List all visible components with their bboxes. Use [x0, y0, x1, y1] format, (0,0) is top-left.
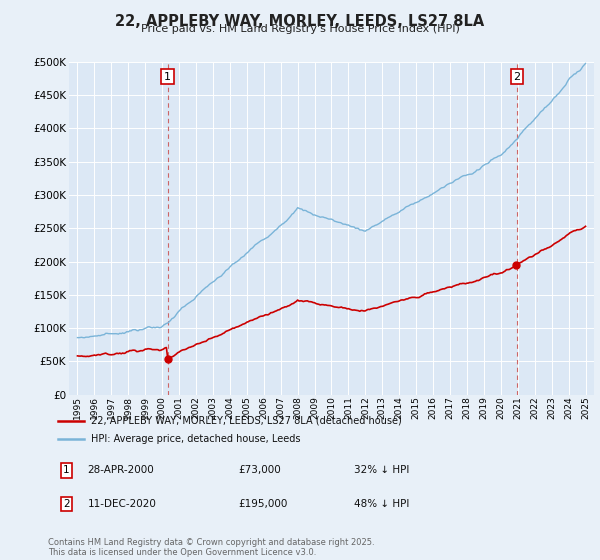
Text: HPI: Average price, detached house, Leeds: HPI: Average price, detached house, Leed… — [91, 434, 301, 444]
Text: £73,000: £73,000 — [238, 465, 281, 475]
Text: 22, APPLEBY WAY, MORLEY, LEEDS, LS27 8LA (detached house): 22, APPLEBY WAY, MORLEY, LEEDS, LS27 8LA… — [91, 416, 402, 426]
Text: 48% ↓ HPI: 48% ↓ HPI — [354, 499, 410, 509]
Text: 1: 1 — [164, 72, 171, 82]
Text: 28-APR-2000: 28-APR-2000 — [88, 465, 154, 475]
Text: Contains HM Land Registry data © Crown copyright and database right 2025.
This d: Contains HM Land Registry data © Crown c… — [48, 538, 374, 557]
Text: 32% ↓ HPI: 32% ↓ HPI — [354, 465, 410, 475]
Text: 22, APPLEBY WAY, MORLEY, LEEDS, LS27 8LA: 22, APPLEBY WAY, MORLEY, LEEDS, LS27 8LA — [115, 14, 485, 29]
Text: £195,000: £195,000 — [238, 499, 287, 509]
Text: Price paid vs. HM Land Registry's House Price Index (HPI): Price paid vs. HM Land Registry's House … — [140, 24, 460, 34]
Text: 11-DEC-2020: 11-DEC-2020 — [88, 499, 157, 509]
Text: 2: 2 — [63, 499, 70, 509]
Text: 2: 2 — [514, 72, 521, 82]
Text: 1: 1 — [63, 465, 70, 475]
